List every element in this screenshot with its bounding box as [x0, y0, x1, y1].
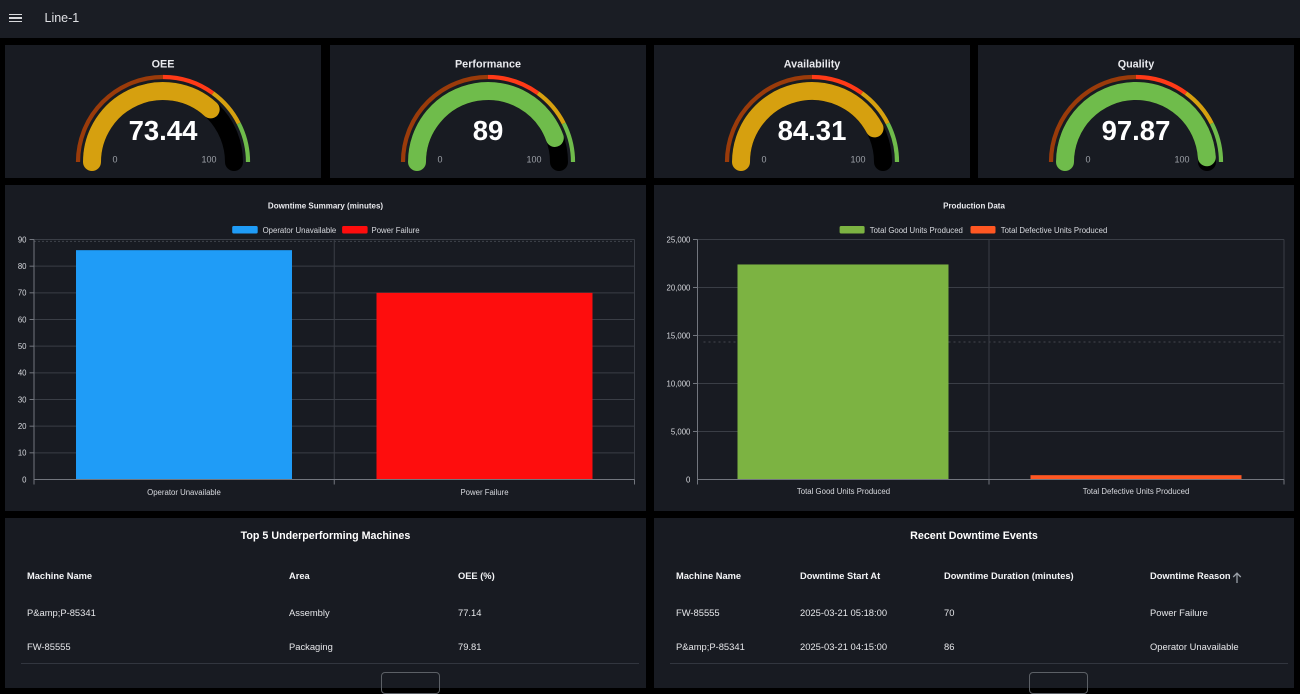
svg-text:100: 100	[1174, 154, 1189, 164]
svg-text:Production Data: Production Data	[943, 202, 1005, 211]
svg-text:5,000: 5,000	[671, 427, 691, 436]
svg-text:70: 70	[18, 289, 27, 298]
svg-text:73.44: 73.44	[129, 115, 199, 146]
svg-text:100: 100	[201, 154, 216, 164]
svg-text:Performance: Performance	[455, 59, 521, 71]
svg-text:OEE: OEE	[152, 59, 175, 71]
svg-text:25,000: 25,000	[667, 235, 692, 244]
svg-text:100: 100	[850, 154, 865, 164]
svg-text:20,000: 20,000	[667, 283, 692, 292]
svg-text:0: 0	[437, 154, 442, 164]
svg-text:10: 10	[18, 449, 27, 458]
svg-text:Total Defective Units Produced: Total Defective Units Produced	[1001, 226, 1108, 235]
svg-text:60: 60	[18, 315, 27, 324]
svg-text:90: 90	[18, 235, 27, 244]
svg-text:Power Failure: Power Failure	[460, 488, 508, 497]
svg-text:40: 40	[18, 369, 27, 378]
svg-text:89: 89	[473, 115, 504, 146]
svg-text:Operator Unavailable: Operator Unavailable	[263, 226, 337, 235]
svg-text:84.31: 84.31	[778, 115, 847, 146]
svg-text:20: 20	[18, 422, 27, 431]
svg-text:0: 0	[1085, 154, 1090, 164]
svg-text:97.87: 97.87	[1102, 115, 1171, 146]
svg-text:80: 80	[18, 262, 27, 271]
svg-text:0: 0	[686, 475, 691, 484]
svg-text:Total Defective Units Produced: Total Defective Units Produced	[1083, 487, 1190, 496]
svg-text:50: 50	[18, 342, 27, 351]
svg-text:Operator Unavailable: Operator Unavailable	[147, 488, 221, 497]
svg-text:100: 100	[526, 154, 541, 164]
svg-text:Total Good Units Produced: Total Good Units Produced	[870, 226, 963, 235]
svg-text:Quality: Quality	[1118, 59, 1155, 71]
svg-text:Downtime Summary (minutes): Downtime Summary (minutes)	[268, 202, 383, 211]
svg-text:Total Good Units Produced: Total Good Units Produced	[797, 487, 890, 496]
svg-text:0: 0	[761, 154, 766, 164]
svg-text:0: 0	[112, 154, 117, 164]
svg-text:15,000: 15,000	[667, 331, 692, 340]
svg-text:Availability: Availability	[784, 59, 841, 71]
svg-text:10,000: 10,000	[667, 379, 692, 388]
svg-text:30: 30	[18, 395, 27, 404]
svg-text:Power Failure: Power Failure	[372, 226, 420, 235]
svg-text:0: 0	[22, 475, 27, 484]
